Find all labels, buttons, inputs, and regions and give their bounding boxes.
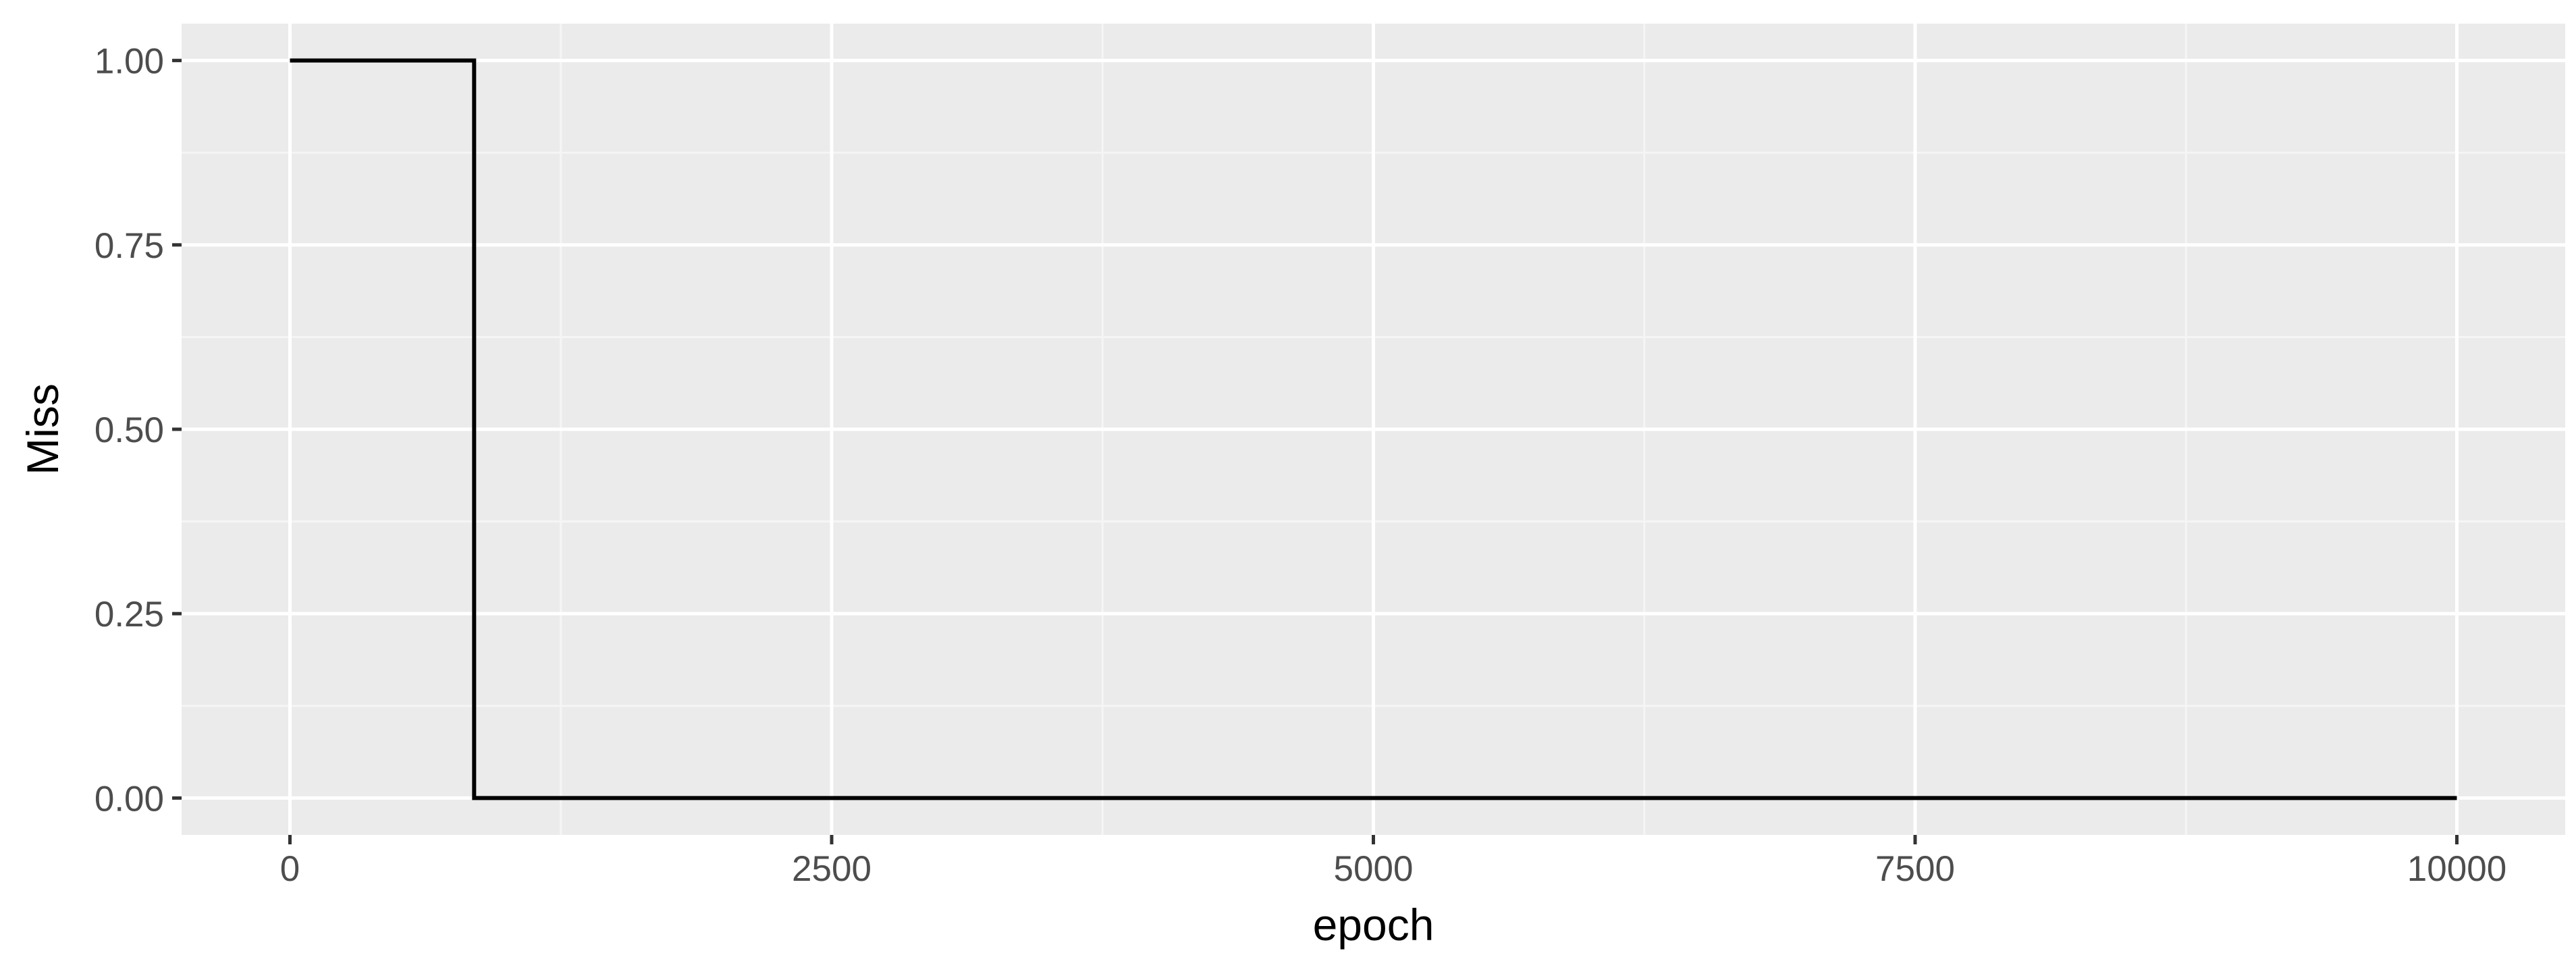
- x-tick-label: 10000: [2407, 849, 2506, 889]
- series-layer: [290, 58, 2457, 800]
- series-line: [290, 58, 2457, 800]
- x-tick-label: 0: [280, 849, 300, 889]
- x-axis-title: epoch: [1313, 900, 1434, 950]
- y-tick-label: 0.50: [95, 410, 164, 450]
- x-axis: 0 2500 5000 7500 10000: [280, 835, 2506, 889]
- y-tick-label: 0.00: [95, 779, 164, 819]
- y-tick-label: 0.75: [95, 226, 164, 266]
- x-tick-label: 2500: [792, 849, 871, 889]
- y-tick-label: 1.00: [95, 42, 164, 82]
- x-tick-label: 7500: [1875, 849, 1955, 889]
- y-axis: 0.00 0.25 0.50 0.75 1.00: [95, 42, 182, 819]
- y-axis-title: Miss: [18, 383, 68, 475]
- x-tick-label: 5000: [1334, 849, 1414, 889]
- y-tick-label: 0.25: [95, 595, 164, 634]
